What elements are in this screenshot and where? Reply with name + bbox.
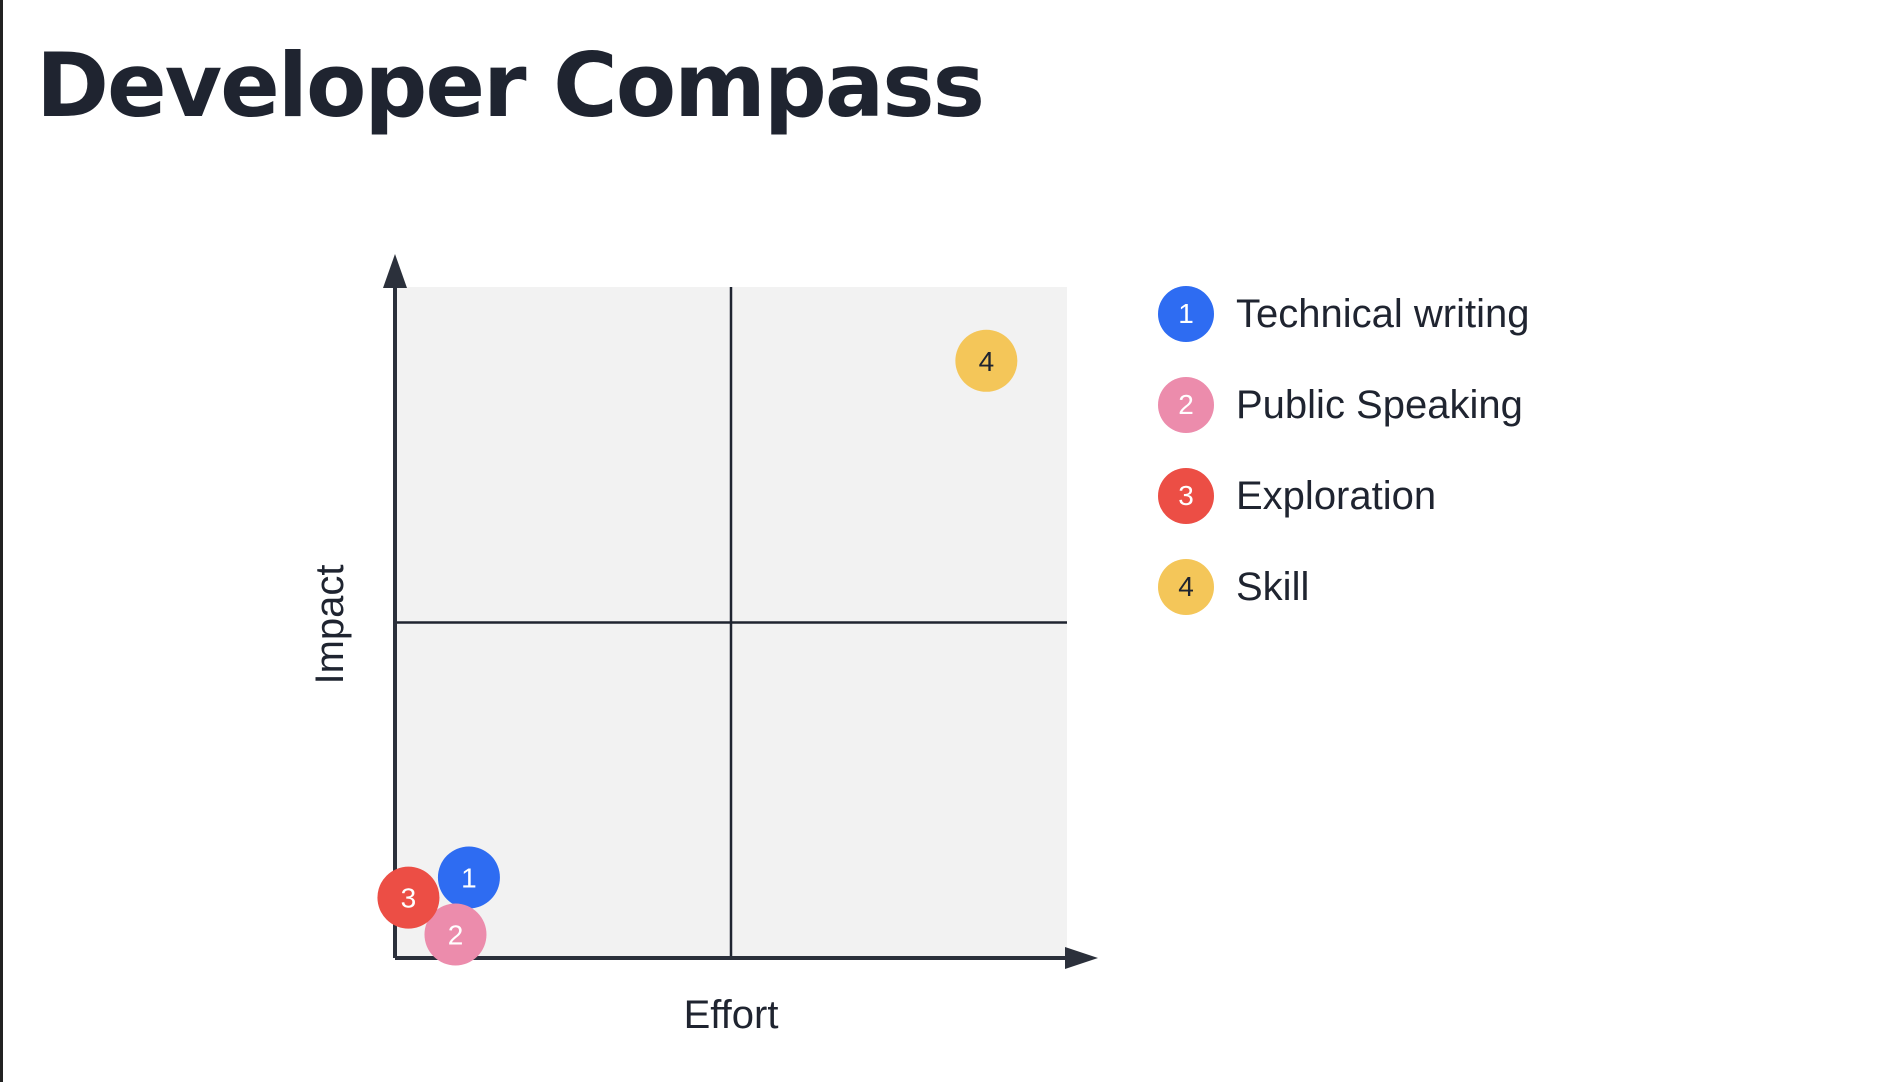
data-point-2: 2 (424, 903, 487, 966)
data-point-marker (437, 846, 500, 909)
data-point-label: 4 (979, 346, 995, 377)
legend-label: Exploration (1236, 473, 1437, 518)
y-axis-arrow (383, 254, 407, 288)
legend-item: 1 Technical writing (1158, 286, 1529, 342)
x-axis-arrow (1065, 947, 1098, 969)
y-axis-label: Impact (308, 564, 352, 684)
legend-marker: 3 (1158, 468, 1214, 524)
data-point-label: 1 (461, 862, 477, 893)
legend-item: 3 Exploration (1158, 468, 1529, 524)
legend-item: 4 Skill (1158, 559, 1529, 615)
legend: 1 Technical writing 2 Public Speaking 3 Explo… (1158, 286, 1529, 650)
legend-label: Public Speaking (1236, 382, 1523, 427)
data-point-1: 1 (437, 846, 500, 909)
data-point-label: 3 (401, 883, 417, 914)
legend-label: Technical writing (1236, 291, 1530, 336)
data-point-4: 4 (955, 329, 1018, 392)
x-axis-label: Effort (684, 993, 779, 1037)
legend-item: 2 Public Speaking (1158, 377, 1529, 433)
page-title: Developer Compass (36, 34, 985, 137)
legend-marker: 1 (1158, 286, 1214, 342)
legend-marker: 2 (1158, 377, 1214, 433)
data-point-marker (377, 866, 440, 929)
data-points: 1 23 4 (377, 329, 1018, 966)
legend-marker: 4 (1158, 559, 1214, 615)
data-point-marker (424, 903, 487, 966)
data-point-3: 3 (377, 866, 440, 929)
legend-label: Skill (1236, 564, 1310, 609)
window-left-border (0, 0, 3, 1082)
data-point-label: 2 (448, 920, 464, 951)
data-point-marker (955, 329, 1018, 392)
